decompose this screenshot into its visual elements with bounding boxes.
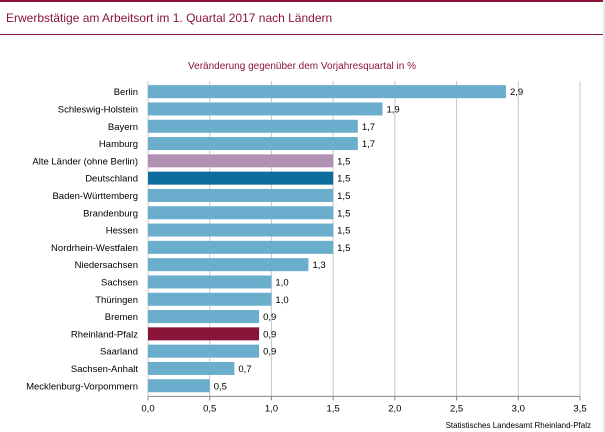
category-labels: Berlin Schleswig-Holstein Bayern Hamburg Alt… — [26, 87, 138, 392]
page-title: Erwerbstätige am Arbeitsort im 1. Quarta… — [6, 11, 333, 25]
category-label: Alte Länder (ohne Berlin) — [32, 156, 138, 167]
value-label: 1,0 — [275, 295, 288, 306]
bar — [148, 240, 334, 254]
value-label: 0,7 — [238, 364, 251, 375]
value-label: 1,7 — [362, 139, 375, 150]
value-label: 1,7 — [362, 122, 375, 133]
x-tick-label: 2,0 — [388, 403, 401, 414]
x-tick-label: 2,5 — [450, 403, 463, 414]
source-note: Statistisches Landesamt Rheinland-Pfalz — [446, 421, 591, 430]
value-label: 1,9 — [387, 104, 400, 115]
category-label: Bremen — [105, 312, 138, 323]
bar — [148, 223, 334, 237]
bar — [148, 292, 272, 306]
bar — [148, 154, 334, 168]
bar — [148, 379, 210, 393]
bar — [148, 188, 334, 202]
value-label: 1,5 — [337, 156, 350, 167]
category-label: Hamburg — [99, 139, 138, 150]
bar — [148, 102, 383, 116]
bar — [148, 85, 506, 99]
value-label: 2,9 — [510, 87, 523, 98]
value-label: 1,5 — [337, 191, 350, 202]
value-label: 0,9 — [263, 347, 276, 358]
value-label: 0,5 — [214, 381, 227, 392]
x-tick-label: 3,0 — [512, 403, 525, 414]
value-label: 1,3 — [312, 260, 325, 271]
chart-subtitle: Veränderung gegenüber dem Vorjahresquart… — [188, 61, 416, 72]
category-label: Thüringen — [95, 295, 138, 306]
bar — [148, 275, 272, 289]
category-label: Niedersachsen — [75, 260, 138, 271]
x-tick-label: 1,5 — [327, 403, 340, 414]
grid-lines — [147, 81, 581, 397]
bar — [148, 361, 235, 375]
category-label: Nordrhein-Westfalen — [51, 243, 138, 254]
value-label: 1,5 — [337, 226, 350, 237]
category-label: Saarland — [100, 347, 138, 358]
bar — [148, 137, 358, 151]
bar — [148, 171, 334, 185]
value-label: 0,9 — [263, 329, 276, 340]
x-tick-label: 0,0 — [141, 403, 154, 414]
value-label: 0,9 — [263, 312, 276, 323]
category-label: Deutschland — [85, 174, 138, 185]
value-label: 1,0 — [275, 277, 288, 288]
bar — [148, 258, 309, 272]
category-label: Berlin — [114, 87, 138, 98]
category-label: Baden-Württemberg — [52, 191, 138, 202]
bar — [148, 206, 334, 220]
x-tick-label: 0,5 — [203, 403, 216, 414]
header-divider — [0, 34, 605, 35]
x-axis-ticks: 0,0 0,5 1,0 1,5 2,0 2,5 3,0 3,5 — [141, 395, 587, 414]
bar — [148, 344, 260, 358]
x-tick-label: 3,5 — [573, 403, 586, 414]
bar — [148, 327, 260, 341]
value-label: 1,5 — [337, 243, 350, 254]
bars — [148, 85, 506, 393]
value-labels: 2,9 1,9 1,7 1,7 1,5 1,5 1,5 1,5 1,5 1,5 1,3 1,0 1,0 0… — [214, 87, 523, 392]
category-label: Brandenburg — [83, 208, 138, 219]
category-label: Schleswig-Holstein — [58, 104, 138, 115]
bar — [148, 310, 260, 324]
value-label: 1,5 — [337, 208, 350, 219]
category-label: Bayern — [108, 122, 138, 133]
x-tick-label: 1,0 — [265, 403, 278, 414]
category-label: Hessen — [106, 226, 138, 237]
value-label: 1,5 — [337, 174, 350, 185]
category-label: Rheinland-Pfalz — [71, 329, 138, 340]
right-edge-divider — [603, 0, 605, 432]
category-label: Sachsen — [101, 277, 138, 288]
bar — [148, 119, 358, 133]
category-label: Mecklenburg-Vorpommern — [26, 381, 138, 392]
category-label: Sachsen-Anhalt — [71, 364, 138, 375]
